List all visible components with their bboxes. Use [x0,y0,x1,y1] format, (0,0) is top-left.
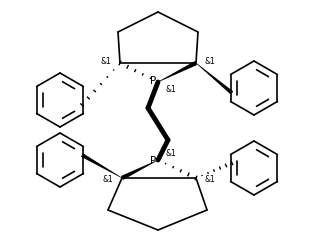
Text: &1: &1 [103,174,113,183]
Text: &1: &1 [205,174,215,183]
Text: &1: &1 [165,148,176,158]
Polygon shape [121,160,158,180]
Text: &1: &1 [165,85,176,94]
Polygon shape [196,63,233,94]
Text: P: P [150,156,156,166]
Text: P: P [150,76,156,86]
Text: &1: &1 [100,58,111,67]
Polygon shape [158,61,197,82]
Text: &1: &1 [205,58,215,67]
Polygon shape [81,153,122,178]
